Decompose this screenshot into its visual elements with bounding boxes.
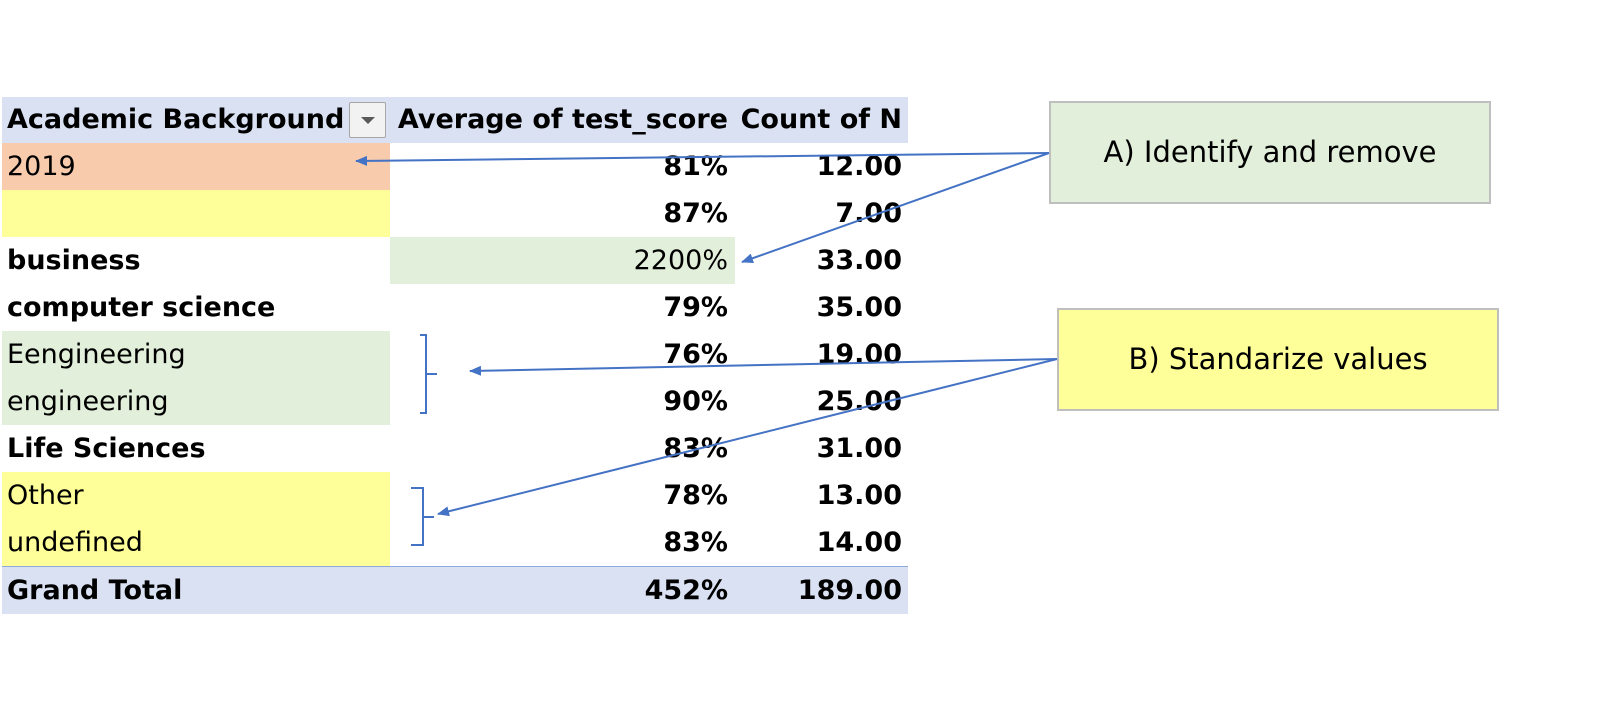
row-count: 31.00 — [816, 433, 902, 464]
pivot-table: Academic Background Average of test_scor… — [2, 97, 908, 614]
header-academic-background: Academic Background — [7, 104, 345, 135]
filter-dropdown-button[interactable] — [349, 102, 386, 138]
row-label: undefined — [2, 519, 390, 566]
table-row: computer science 79% 35.00 — [2, 284, 908, 331]
table-row: engineering 90% 25.00 — [2, 378, 908, 425]
row-average: 79% — [663, 292, 728, 323]
table-row: business 2200% 33.00 — [2, 237, 908, 284]
row-average: 76% — [663, 339, 728, 370]
row-count: 12.00 — [816, 151, 902, 182]
row-label — [2, 190, 390, 237]
row-average: 83% — [663, 433, 728, 464]
row-count: 19.00 — [816, 339, 902, 370]
table-row: Eengineering 76% 19.00 — [2, 331, 908, 378]
row-average: 81% — [663, 151, 728, 182]
row-label: Other — [2, 472, 390, 519]
dropdown-triangle-icon — [361, 117, 375, 124]
row-label: engineering — [2, 378, 390, 425]
row-average: 87% — [663, 198, 728, 229]
table-row: undefined 83% 14.00 — [2, 519, 908, 566]
header-count-of-n: Count of N — [740, 104, 902, 135]
grand-total-average: 452% — [644, 575, 728, 606]
row-count: 14.00 — [816, 527, 902, 558]
row-count: 25.00 — [816, 386, 902, 417]
row-average: 78% — [663, 480, 728, 511]
grand-total-count: 189.00 — [797, 575, 902, 606]
row-count: 33.00 — [816, 245, 902, 276]
table-row: 87% 7.00 — [2, 190, 908, 237]
table-row: 2019 81% 12.00 — [2, 143, 908, 190]
row-label: 2019 — [2, 143, 390, 190]
row-label: computer science — [7, 292, 276, 323]
pivot-header-row: Academic Background Average of test_scor… — [2, 97, 908, 143]
grand-total-row: Grand Total 452% 189.00 — [2, 566, 908, 614]
annotation-identify-remove: A) Identify and remove — [1049, 101, 1491, 204]
row-average: 83% — [663, 527, 728, 558]
row-count: 13.00 — [816, 480, 902, 511]
row-average: 2200% — [390, 237, 735, 284]
row-average: 90% — [663, 386, 728, 417]
header-average-test-score: Average of test_score — [397, 104, 728, 135]
row-count: 35.00 — [816, 292, 902, 323]
grand-total-label: Grand Total — [7, 575, 183, 606]
table-row: Other 78% 13.00 — [2, 472, 908, 519]
row-count: 7.00 — [835, 198, 902, 229]
row-label: Eengineering — [2, 331, 390, 378]
table-row: Life Sciences 83% 31.00 — [2, 425, 908, 472]
annotation-standardize-values: B) Standarize values — [1057, 308, 1499, 411]
row-label: Life Sciences — [7, 433, 206, 464]
row-label: business — [7, 245, 141, 276]
